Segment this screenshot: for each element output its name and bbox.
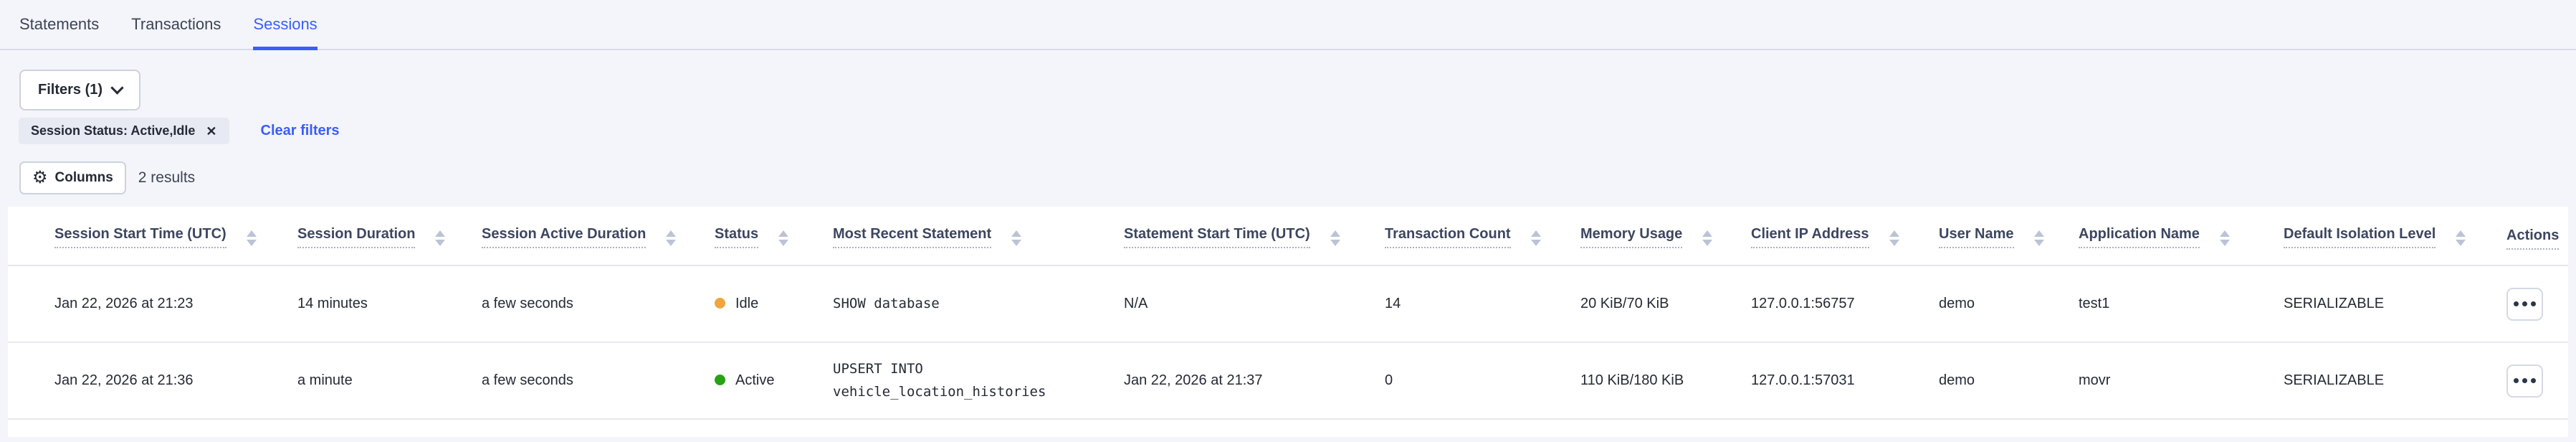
actions-button[interactable]: [2506, 364, 2543, 398]
column-header-transaction-count[interactable]: Transaction Count: [1385, 207, 1580, 266]
cell-session-duration: a minute: [297, 342, 482, 420]
column-header-label: Status: [715, 225, 759, 248]
sort-icon[interactable]: [1530, 230, 1541, 246]
column-header-label: Session Start Time (UTC): [54, 225, 226, 248]
sort-icon[interactable]: [1330, 230, 1340, 246]
filters-button-label: Filters (1): [38, 82, 103, 98]
status-label: Idle: [735, 296, 759, 311]
cell-client-ip-address: 127.0.0.1:57031: [1751, 342, 1939, 420]
sort-icon[interactable]: [666, 230, 677, 246]
cell-default-isolation-level: SERIALIZABLE: [2284, 265, 2506, 343]
column-header-default-isolation-level[interactable]: Default Isolation Level: [2284, 207, 2506, 266]
column-header-label: Most Recent Statement: [833, 225, 992, 248]
status-label: Active: [735, 372, 775, 388]
column-header-label: Transaction Count: [1385, 225, 1511, 248]
tab-transactions[interactable]: Transactions: [131, 15, 221, 33]
column-header-memory-usage[interactable]: Memory Usage: [1580, 207, 1751, 266]
table-header-row: Session Start Time (UTC) Session Duratio…: [8, 207, 2568, 266]
cell-transaction-count: 0: [1385, 342, 1580, 420]
cell-session-duration: 14 minutes: [297, 265, 482, 343]
cell-statement-start-time: Jan 22, 2026 at 21:37: [1124, 342, 1385, 420]
column-header-label: Memory Usage: [1580, 225, 1683, 248]
cell-application-name: test1: [2079, 265, 2284, 343]
sort-icon[interactable]: [246, 230, 257, 246]
column-header-user-name[interactable]: User Name: [1939, 207, 2079, 266]
sort-icon[interactable]: [435, 230, 446, 246]
column-header-most-recent-statement[interactable]: Most Recent Statement: [833, 207, 1124, 266]
column-header-label: Default Isolation Level: [2284, 225, 2436, 248]
tab-statements[interactable]: Statements: [19, 15, 100, 33]
sort-icon[interactable]: [2456, 230, 2466, 246]
filter-tag-label: Session Status: Active,Idle: [31, 123, 196, 138]
table-row: Jan 22, 2026 at 21:36 a minute a few sec…: [8, 342, 2568, 420]
chevron-down-icon: [110, 80, 124, 95]
tab-bar: Statements Transactions Sessions: [0, 0, 2576, 50]
columns-button[interactable]: ⚙ Columns: [19, 161, 126, 194]
cell-session-start-time: Jan 22, 2026 at 21:23: [8, 265, 297, 343]
cell-user-name: demo: [1939, 265, 2079, 343]
cell-actions: [2506, 265, 2568, 343]
cell-most-recent-statement[interactable]: SHOW database: [833, 265, 1124, 343]
cell-status: Active: [715, 342, 833, 420]
column-header-session-start-time[interactable]: Session Start Time (UTC): [8, 207, 297, 266]
sessions-table-card: Session Start Time (UTC) Session Duratio…: [8, 207, 2568, 437]
column-header-label: Actions: [2506, 227, 2560, 250]
columns-button-label: Columns: [54, 170, 113, 185]
cell-memory-usage: 20 KiB/70 KiB: [1580, 265, 1751, 343]
column-header-statement-start-time[interactable]: Statement Start Time (UTC): [1124, 207, 1385, 266]
close-icon[interactable]: ✕: [206, 123, 217, 138]
cell-actions: [2506, 342, 2568, 420]
active-filters-row: Session Status: Active,Idle ✕ Clear filt…: [19, 118, 2576, 144]
ellipsis-icon: [2514, 378, 2519, 383]
cell-default-isolation-level: SERIALIZABLE: [2284, 342, 2506, 420]
status-dot: [715, 375, 725, 385]
column-header-session-active-duration[interactable]: Session Active Duration: [482, 207, 715, 266]
column-header-actions: Actions: [2506, 207, 2568, 266]
column-header-session-duration[interactable]: Session Duration: [297, 207, 482, 266]
filters-button[interactable]: Filters (1): [19, 70, 141, 110]
column-header-label: Statement Start Time (UTC): [1124, 225, 1310, 248]
column-header-label: User Name: [1939, 225, 2014, 248]
gear-icon: ⚙: [32, 168, 48, 187]
column-header-label: Session Duration: [297, 225, 416, 248]
column-header-status[interactable]: Status: [715, 207, 833, 266]
table-row: Jan 22, 2026 at 21:23 14 minutes a few s…: [8, 265, 2568, 343]
filter-tag-session-status: Session Status: Active,Idle ✕: [19, 118, 229, 144]
sort-icon[interactable]: [2033, 230, 2044, 246]
actions-button[interactable]: [2506, 287, 2543, 321]
clear-filters-link[interactable]: Clear filters: [260, 123, 340, 138]
column-header-client-ip-address[interactable]: Client IP Address: [1751, 207, 1939, 266]
sort-icon[interactable]: [1702, 230, 1713, 246]
cell-status: Idle: [715, 265, 833, 343]
column-header-application-name[interactable]: Application Name: [2079, 207, 2284, 266]
sort-icon[interactable]: [1011, 230, 1022, 246]
sort-icon[interactable]: [1889, 230, 1899, 246]
sort-icon[interactable]: [778, 230, 789, 246]
cell-statement-start-time: N/A: [1124, 265, 1385, 343]
sort-icon[interactable]: [2219, 230, 2230, 246]
cell-transaction-count: 14: [1385, 265, 1580, 343]
sessions-table: Session Start Time (UTC) Session Duratio…: [8, 207, 2568, 420]
cell-user-name: demo: [1939, 342, 2079, 420]
cell-most-recent-statement[interactable]: UPSERT INTO vehicle_location_histories: [833, 342, 1124, 420]
tab-sessions[interactable]: Sessions: [253, 0, 318, 50]
column-header-label: Client IP Address: [1751, 225, 1869, 248]
cell-session-start-time: Jan 22, 2026 at 21:36: [8, 342, 297, 420]
results-count: 2 results: [138, 169, 196, 186]
table-toolbar: ⚙ Columns 2 results: [19, 161, 2576, 194]
cell-session-active-duration: a few seconds: [482, 265, 715, 343]
column-header-label: Session Active Duration: [482, 225, 647, 248]
cell-application-name: movr: [2079, 342, 2284, 420]
cell-session-active-duration: a few seconds: [482, 342, 715, 420]
column-header-label: Application Name: [2079, 225, 2200, 248]
status-dot: [715, 298, 725, 309]
cell-client-ip-address: 127.0.0.1:56757: [1751, 265, 1939, 343]
cell-memory-usage: 110 KiB/180 KiB: [1580, 342, 1751, 420]
ellipsis-icon: [2514, 301, 2519, 306]
